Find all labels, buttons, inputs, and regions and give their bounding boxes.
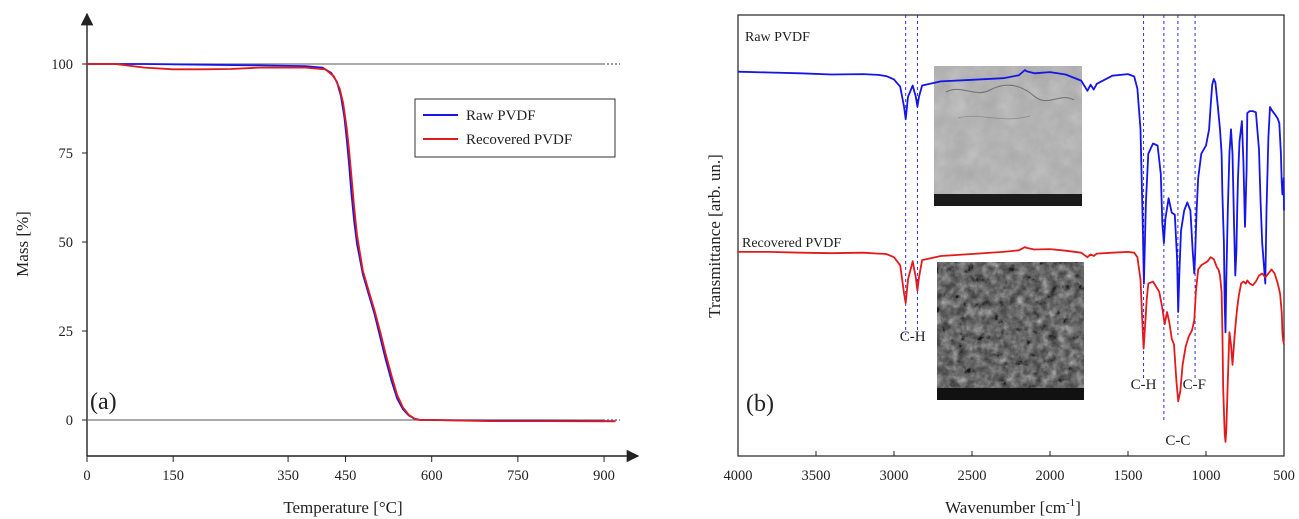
ftir-x-tick-label: 2500 [958,468,987,484]
ftir-plot-frame [737,14,1285,457]
ftir-ticks: 4000 3500 3000 2500 2000 1500 1000 500 [724,451,1295,484]
tga-axes [80,12,640,463]
tga-y-tick-label: 50 [59,235,74,251]
ftir-x-tick-label: 4000 [724,468,753,484]
tga-panel: 0 150 350 450 600 750 900 0 25 50 75 100 Raw PVDF R… [13,12,640,517]
tga-x-tick-label: 150 [162,468,184,484]
ftir-x-axis-title-superscript: -1 [1066,497,1075,509]
tga-y-tick-label: 100 [51,57,73,73]
ftir-x-tick-label: 3500 [802,468,831,484]
ftir-panel-label: (b) [746,391,774,417]
tga-series [87,63,616,423]
ftir-peak-label-c-c: C-C [1165,433,1190,449]
tga-x-axis-title: Temperature [°C] [283,498,402,517]
ftir-series-label-recovered-pvdf: Recovered PVDF [742,236,841,251]
tga-x-tick-label: 0 [83,468,90,484]
ftir-series-label-raw-pvdf: Raw PVDF [745,30,810,45]
ftir-x-tick-label: 1000 [1192,468,1221,484]
ftir-peak-labels: C-H C-H C-C C-F [900,329,1206,449]
tga-line-recovered-pvdf [87,63,616,423]
legend-label-recovered-pvdf: Recovered PVDF [466,132,572,148]
ftir-x-axis-title-main: Wavenumber [cm [945,498,1066,517]
ftir-peak-label-c-h: C-H [1131,377,1157,393]
ftir-line-raw-pvdf [737,69,1285,334]
ftir-x-tick-label: 3000 [880,468,909,484]
ftir-peak-label-c-f: C-F [1183,377,1206,393]
legend-label-raw-pvdf: Raw PVDF [466,108,536,124]
tga-x-tick-label: 750 [507,468,529,484]
ftir-peak-label-c-h: C-H [900,329,926,345]
ftir-x-axis-title: Wavenumber [cm-1] [945,497,1081,517]
ftir-x-axis-title-end: ] [1075,498,1081,517]
sem-image-recovered-pvdf [937,262,1084,400]
ftir-panel: 4000 3500 3000 2500 2000 1500 1000 500 C-HC-HC-… [705,14,1295,517]
tga-ticks: 0 150 350 450 600 750 900 0 25 50 75 100 [51,57,615,484]
tga-y-tick-label: 75 [59,146,74,162]
ftir-x-tick-label: 500 [1273,468,1295,484]
ftir-y-axis-title: Transmittance [arb. un.] [705,154,724,318]
tga-x-tick-label: 900 [593,468,615,484]
tga-x-tick-label: 600 [421,468,443,484]
tga-legend: Raw PVDF Recovered PVDF [414,98,616,158]
tga-y-axis-title: Mass [%] [13,211,32,277]
ftir-line-recovered-pvdf [738,246,1285,443]
ftir-series [737,69,1285,443]
tga-x-tick-label: 350 [277,468,299,484]
tga-legend-box [414,98,616,158]
tga-y-tick-label: 0 [66,413,73,429]
tga-x-tick-label: 450 [335,468,357,484]
tga-y-tick-label: 25 [59,324,74,340]
tga-panel-label: (a) [90,389,117,415]
ftir-x-tick-label: 2000 [1036,468,1065,484]
ftir-x-tick-label: 1500 [1114,468,1143,484]
sem-image-raw-pvdf [934,66,1082,206]
